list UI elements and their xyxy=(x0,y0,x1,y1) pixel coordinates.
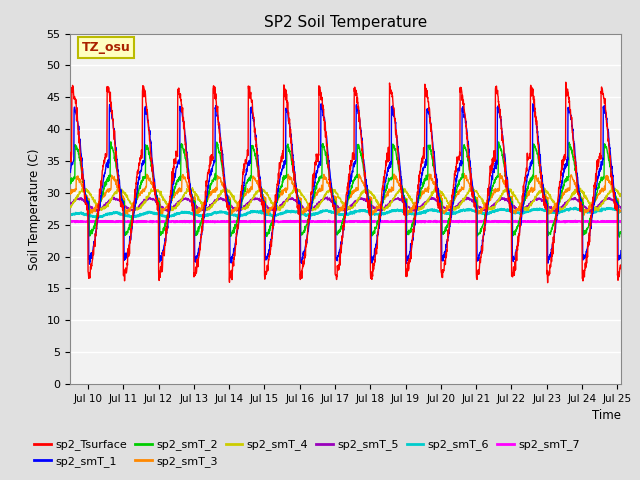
sp2_smT_5 xyxy=(555,205,563,211)
sp2_smT_4 xyxy=(631,205,639,211)
sp2_smT_6 xyxy=(387,208,395,214)
sp2_smT_5 xyxy=(387,198,395,204)
Y-axis label: Soil Temperature (C): Soil Temperature (C) xyxy=(28,148,41,270)
sp2_smT_7 xyxy=(623,218,631,224)
sp2_smT_7 xyxy=(123,219,131,225)
Line: sp2_smT_3: sp2_smT_3 xyxy=(70,174,635,215)
Text: TZ_osu: TZ_osu xyxy=(81,41,130,54)
sp2_smT_2 xyxy=(523,188,531,193)
Line: sp2_smT_1: sp2_smT_1 xyxy=(70,104,635,264)
sp2_smT_4 xyxy=(67,204,74,210)
sp2_Tsurface xyxy=(387,90,394,96)
sp2_smT_6 xyxy=(162,215,170,220)
sp2_smT_6 xyxy=(623,209,631,215)
Legend: sp2_Tsurface, sp2_smT_1, sp2_smT_2, sp2_smT_3, sp2_smT_4, sp2_smT_5, sp2_smT_6, : sp2_Tsurface, sp2_smT_1, sp2_smT_2, sp2_… xyxy=(30,435,584,471)
sp2_smT_7 xyxy=(555,218,563,224)
sp2_Tsurface xyxy=(123,267,131,273)
sp2_Tsurface xyxy=(623,213,631,218)
sp2_smT_2 xyxy=(123,230,131,236)
sp2_Tsurface xyxy=(523,165,531,171)
sp2_smT_1 xyxy=(86,261,93,267)
sp2_Tsurface xyxy=(631,154,639,160)
sp2_smT_6 xyxy=(123,213,131,219)
sp2_smT_3 xyxy=(555,201,563,206)
Line: sp2_smT_6: sp2_smT_6 xyxy=(70,208,635,217)
Line: sp2_smT_5: sp2_smT_5 xyxy=(70,197,635,212)
sp2_Tsurface xyxy=(562,79,570,85)
sp2_smT_1 xyxy=(555,199,563,204)
sp2_smT_7 xyxy=(244,218,252,224)
sp2_Tsurface xyxy=(544,280,552,286)
Line: sp2_Tsurface: sp2_Tsurface xyxy=(70,82,635,283)
sp2_smT_6 xyxy=(555,209,563,215)
Line: sp2_smT_4: sp2_smT_4 xyxy=(70,187,635,211)
sp2_smT_7 xyxy=(631,219,639,225)
sp2_smT_2 xyxy=(623,209,631,215)
Line: sp2_smT_2: sp2_smT_2 xyxy=(70,142,635,237)
sp2_smT_2 xyxy=(495,139,502,145)
sp2_smT_5 xyxy=(623,208,631,214)
sp2_Tsurface xyxy=(555,184,563,190)
sp2_smT_7 xyxy=(325,217,333,223)
sp2_smT_7 xyxy=(523,219,531,225)
sp2_smT_4 xyxy=(627,208,635,214)
Title: SP2 Soil Temperature: SP2 Soil Temperature xyxy=(264,15,428,30)
sp2_smT_2 xyxy=(631,180,639,186)
sp2_smT_1 xyxy=(67,169,74,175)
sp2_smT_2 xyxy=(244,177,252,182)
sp2_smT_4 xyxy=(387,200,395,206)
sp2_smT_4 xyxy=(623,204,631,209)
sp2_smT_6 xyxy=(67,212,74,218)
sp2_smT_4 xyxy=(555,204,563,209)
sp2_smT_5 xyxy=(323,194,331,200)
sp2_smT_3 xyxy=(67,192,74,197)
sp2_smT_4 xyxy=(523,207,531,213)
sp2_smT_2 xyxy=(616,234,623,240)
sp2_smT_1 xyxy=(529,101,537,107)
sp2_smT_2 xyxy=(387,176,394,182)
sp2_Tsurface xyxy=(244,86,252,92)
sp2_smT_1 xyxy=(123,252,131,258)
sp2_smT_6 xyxy=(245,210,253,216)
sp2_smT_5 xyxy=(244,200,252,205)
sp2_smT_7 xyxy=(67,218,74,224)
sp2_smT_1 xyxy=(245,158,253,164)
X-axis label: Time: Time xyxy=(592,409,621,422)
Line: sp2_smT_7: sp2_smT_7 xyxy=(70,220,635,223)
sp2_smT_5 xyxy=(586,209,594,215)
sp2_smT_4 xyxy=(363,184,371,190)
sp2_smT_5 xyxy=(123,204,131,210)
sp2_smT_3 xyxy=(244,190,252,196)
sp2_smT_3 xyxy=(623,200,631,206)
sp2_smT_6 xyxy=(523,209,531,215)
sp2_smT_5 xyxy=(523,204,531,209)
sp2_smT_1 xyxy=(387,159,395,165)
sp2_smT_7 xyxy=(561,220,569,226)
sp2_smT_5 xyxy=(631,201,639,207)
sp2_smT_7 xyxy=(387,219,395,225)
sp2_smT_3 xyxy=(523,193,531,199)
sp2_smT_1 xyxy=(523,178,531,184)
sp2_smT_3 xyxy=(496,171,504,177)
sp2_smT_3 xyxy=(580,212,588,218)
sp2_Tsurface xyxy=(67,150,74,156)
sp2_smT_4 xyxy=(244,202,252,208)
sp2_smT_2 xyxy=(555,202,563,208)
sp2_smT_4 xyxy=(123,193,131,199)
sp2_smT_3 xyxy=(123,207,131,213)
sp2_smT_3 xyxy=(387,188,394,194)
sp2_smT_3 xyxy=(631,189,639,195)
sp2_smT_6 xyxy=(571,205,579,211)
sp2_smT_1 xyxy=(623,210,631,216)
sp2_smT_1 xyxy=(631,166,639,171)
sp2_smT_5 xyxy=(67,201,74,206)
sp2_smT_2 xyxy=(67,181,74,187)
sp2_smT_6 xyxy=(631,206,639,212)
